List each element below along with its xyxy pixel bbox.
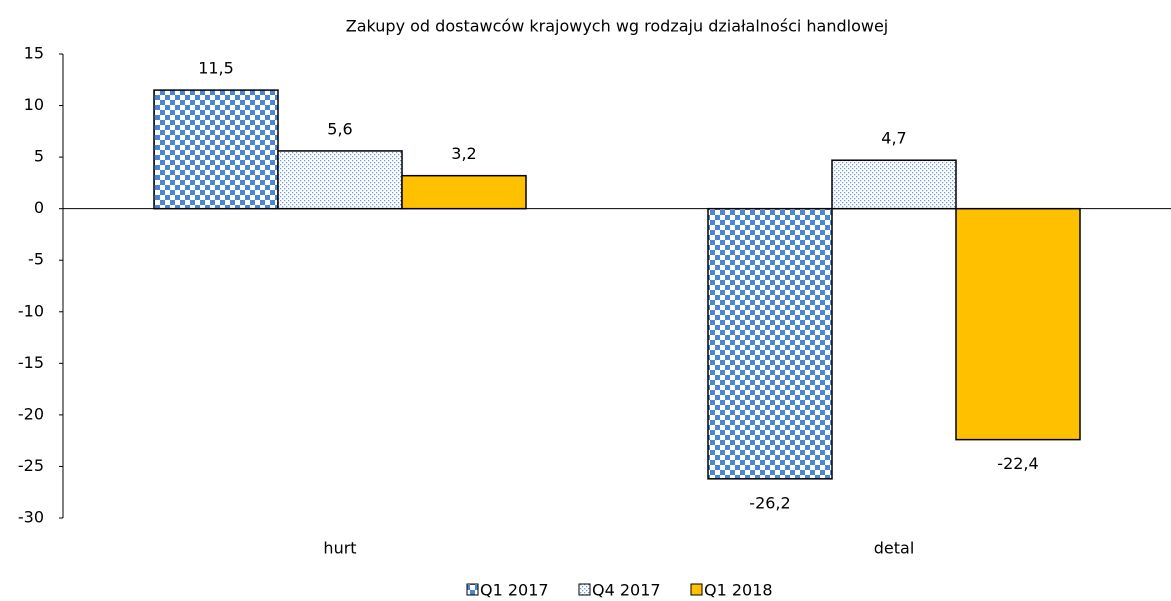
value-label: -26,2 xyxy=(749,493,790,512)
y-tick-label: 15 xyxy=(24,44,44,63)
y-tick-label: -20 xyxy=(18,404,44,423)
value-label: 11,5 xyxy=(198,59,234,78)
legend-swatch xyxy=(578,583,591,596)
y-tick-label: 0 xyxy=(34,198,44,217)
y-tick-label: -15 xyxy=(18,353,44,372)
legend-label: Q1 2017 xyxy=(480,581,549,600)
x-tick-label: detal xyxy=(874,539,915,558)
y-tick-label: 10 xyxy=(24,95,44,114)
value-label: 4,7 xyxy=(881,129,906,148)
bar xyxy=(831,159,957,210)
y-tick-label: -25 xyxy=(18,456,44,475)
x-tick-label: hurt xyxy=(323,539,356,558)
y-tick-label: -5 xyxy=(28,250,44,269)
y-tick-label: -10 xyxy=(18,301,44,320)
chart-title: Zakupy od dostawców krajowych wg rodzaju… xyxy=(346,17,889,36)
legend-label: Q1 2018 xyxy=(704,581,773,600)
value-label: 5,6 xyxy=(327,119,352,138)
value-label: -22,4 xyxy=(997,454,1038,473)
y-tick-label: -30 xyxy=(18,508,44,527)
bar xyxy=(277,150,403,210)
legend-swatch xyxy=(690,583,703,596)
bar xyxy=(707,207,833,480)
legend-label: Q4 2017 xyxy=(592,581,661,600)
bar xyxy=(955,207,1081,441)
bar xyxy=(401,174,527,210)
legend-swatch xyxy=(466,583,479,596)
value-label: 3,2 xyxy=(451,144,476,163)
bar xyxy=(153,89,279,210)
y-tick-label: 5 xyxy=(34,147,44,166)
